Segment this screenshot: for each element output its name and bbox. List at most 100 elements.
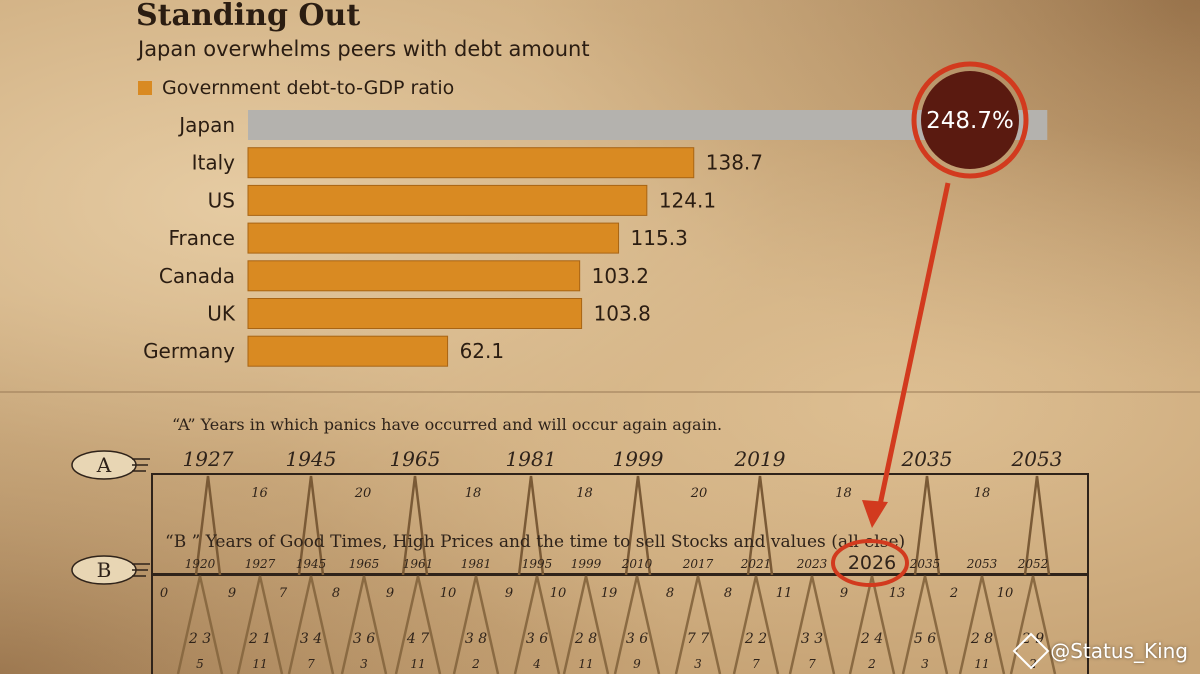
- b-peak-line: [394, 575, 442, 674]
- b-row2-label: 2 8: [574, 631, 597, 647]
- b-row2-label: 7 7: [687, 631, 709, 647]
- b-row3-label: 7: [307, 657, 315, 671]
- b-row2-label: 2 1: [248, 631, 271, 647]
- b-row2-label: 2 4: [860, 631, 883, 647]
- b-year-label: 2053: [966, 557, 998, 571]
- bar: [247, 260, 581, 292]
- b-row2-label: 4 7: [406, 631, 429, 647]
- b-row3-label: 5: [196, 657, 204, 671]
- annotation-arrow-line: [877, 182, 951, 506]
- b-year-label: 1999: [571, 557, 602, 571]
- a-interval-label: 18: [974, 486, 991, 501]
- b-row2-label: 2 3: [188, 631, 211, 647]
- a-peak-line: [517, 475, 545, 576]
- b-peak-line: [958, 575, 1006, 674]
- b-row3-label: 11: [410, 657, 425, 671]
- a-peak-line: [297, 475, 325, 576]
- b-peak-line: [613, 575, 661, 674]
- b-year-label: 2017: [682, 557, 714, 571]
- annotation-layer: 248.7%: [862, 61, 1029, 528]
- highlight-ellipse: [831, 539, 909, 587]
- b-peak-line: [674, 575, 722, 674]
- b-peak-line: [287, 575, 335, 674]
- b-row1-label: 8: [666, 586, 674, 601]
- b-row2-label: 3 8: [465, 631, 487, 647]
- data-label: 138.7: [706, 151, 763, 175]
- data-label: 62.1: [460, 339, 505, 363]
- highlight-ring: [911, 61, 1029, 179]
- data-label: 124.1: [659, 188, 716, 212]
- a-peak-line: [913, 475, 941, 576]
- b-row1-label: 7: [279, 586, 288, 601]
- b-peak-line: [848, 575, 896, 674]
- a-interval-label: 18: [465, 486, 482, 501]
- b-year-label: 1945: [296, 557, 327, 571]
- bar: [247, 298, 583, 329]
- b-peak-line: [788, 575, 836, 674]
- a-peak-line: [1023, 475, 1051, 576]
- category-label: Germany: [143, 339, 235, 363]
- b-year-label: 1995: [522, 557, 553, 571]
- watermark-text: @Status_King: [1050, 639, 1188, 663]
- b-row1-label: 9: [840, 586, 848, 601]
- b-row2-label: 2 2: [744, 631, 767, 647]
- b-row3-label: 9: [633, 657, 641, 671]
- b-row2-label: 3 4: [300, 631, 322, 647]
- b-row3-label: 7: [752, 657, 760, 671]
- b-peak-line: [732, 575, 780, 674]
- a-year-label: 1945: [286, 447, 337, 471]
- watermark: @Status_King: [1012, 632, 1188, 670]
- caption-a: “A” Years in which panics have occurred …: [172, 415, 722, 434]
- b-row3-label: 3: [360, 657, 368, 671]
- data-label: 103.2: [592, 264, 649, 288]
- b-peak-line: [176, 575, 224, 674]
- b-year-label: 2023: [796, 557, 828, 571]
- b-peak-line: [340, 575, 388, 674]
- a-year-label: 1999: [613, 447, 664, 471]
- b-year-label: 1927: [245, 557, 276, 571]
- chart-title: Standing Out: [136, 0, 361, 33]
- b-peak-line: [513, 575, 561, 674]
- b-row1-label: 2: [949, 586, 958, 601]
- a-peak-line: [624, 475, 652, 576]
- hand-label: A: [96, 453, 112, 477]
- a-interval-label: 20: [354, 486, 372, 501]
- a-year-label: 1981: [506, 447, 557, 471]
- chart-subtitle: Japan overwhelms peers with debt amount: [138, 37, 590, 61]
- category-label: Italy: [192, 151, 236, 175]
- b-row2-label: 3 6: [626, 631, 648, 647]
- b-row1-label: 8: [332, 586, 340, 601]
- a-peak-line: [194, 475, 222, 576]
- a-year-label: 2035: [901, 447, 953, 471]
- b-row3-label: 4: [532, 657, 541, 671]
- b-year-label: 1920: [185, 557, 216, 571]
- b-row2-label: 3 6: [353, 631, 375, 647]
- b-row1-label: 10: [997, 586, 1014, 601]
- data-label: 115.3: [631, 226, 688, 250]
- category-label: UK: [207, 302, 236, 326]
- b-row1-label: 10: [440, 586, 457, 601]
- hand-fingers: [132, 563, 150, 577]
- bar: [247, 147, 695, 179]
- b-year-label: 1965: [349, 557, 380, 571]
- a-interval-label: 20: [690, 486, 708, 501]
- b-row1-label: 9: [386, 586, 394, 601]
- b-peak-line: [1009, 575, 1057, 674]
- hand-label-a: A: [71, 450, 150, 480]
- a-interval-label: 18: [576, 486, 593, 501]
- a-peak-line: [401, 475, 429, 576]
- bar: [247, 184, 648, 216]
- caption-b: “B ” Years of Good Times, High Prices an…: [165, 532, 905, 552]
- a-year-label: 1927: [183, 447, 234, 471]
- b-row3-label: 3: [921, 657, 929, 671]
- b-row2-label: 2 9: [1021, 631, 1044, 647]
- b-row1-label: 11: [776, 586, 793, 601]
- hand-fingers: [132, 458, 150, 472]
- b-peak-line: [452, 575, 500, 674]
- b-row1-label: 0: [160, 586, 168, 601]
- b-row1-label: 9: [228, 586, 236, 601]
- b-year-label: 1981: [461, 557, 492, 571]
- a-year-label: 2053: [1011, 447, 1063, 471]
- b-peak-line: [236, 575, 284, 674]
- bar: [247, 335, 449, 367]
